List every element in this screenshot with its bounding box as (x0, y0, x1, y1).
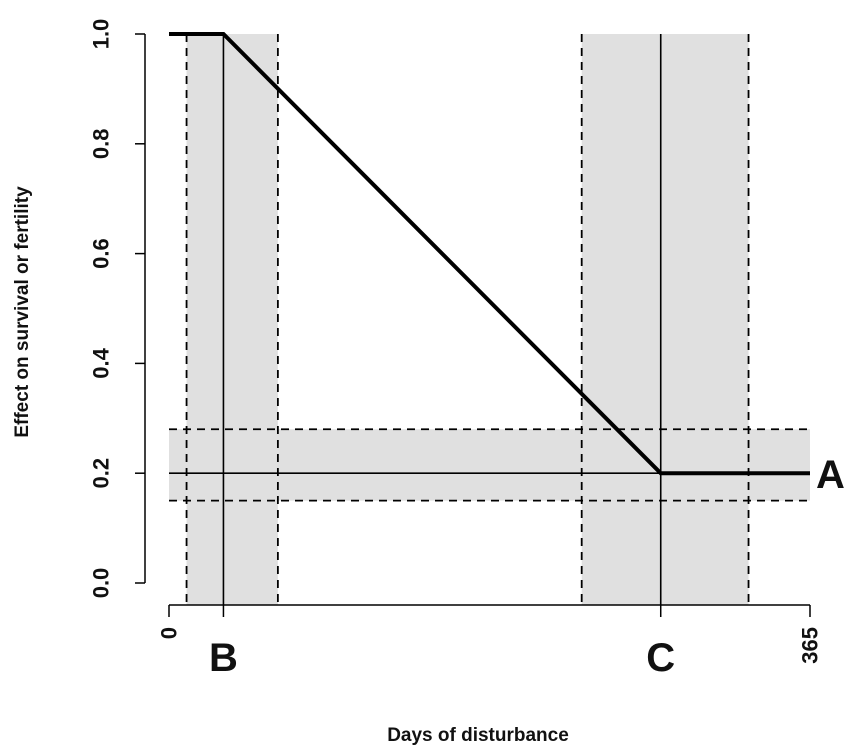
uncertainty-bands (169, 34, 810, 605)
band-c (581, 34, 749, 605)
x-axis-title: Days of disturbance (387, 725, 569, 746)
axes: 0.0 0.2 0.4 0.6 0.8 1.0 0 365 (89, 19, 823, 664)
y-axis-title: Effect on survival or fertility (12, 186, 33, 438)
y-tick-label: 1.0 (89, 19, 114, 50)
y-tick-label: 0.6 (89, 238, 114, 269)
y-tick-label: 0.8 (89, 129, 114, 160)
param-label-a: A (816, 453, 845, 497)
labels: B C A (209, 453, 845, 680)
x-tick-label: 0 (157, 627, 182, 639)
y-tick-label: 0.4 (89, 347, 114, 378)
param-label-b: B (209, 636, 238, 680)
param-label-c: C (646, 636, 675, 680)
y-tick-label: 0.0 (89, 568, 114, 599)
band-a (169, 429, 810, 501)
effect-line (169, 32, 810, 476)
series (169, 32, 810, 476)
y-tick-label: 0.2 (89, 458, 114, 489)
band-b (186, 34, 278, 605)
x-tick-label: 365 (798, 627, 823, 664)
